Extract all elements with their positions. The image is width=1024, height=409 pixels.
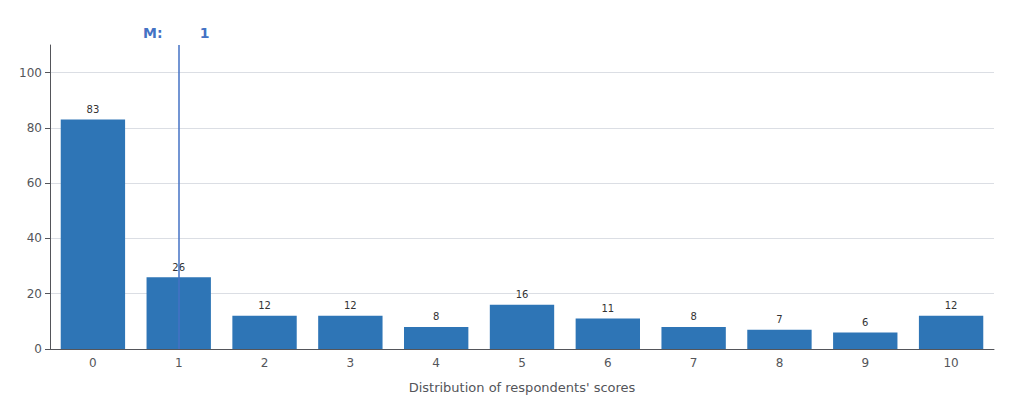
svg-text:12: 12 bbox=[344, 300, 357, 311]
svg-text:12: 12 bbox=[945, 300, 958, 311]
svg-text:3: 3 bbox=[347, 356, 355, 370]
svg-text:6: 6 bbox=[862, 317, 868, 328]
svg-text:40: 40 bbox=[27, 231, 42, 245]
svg-text:80: 80 bbox=[27, 121, 42, 135]
svg-text:0: 0 bbox=[34, 342, 42, 356]
svg-text:100: 100 bbox=[19, 66, 42, 80]
svg-text:5: 5 bbox=[518, 356, 526, 370]
svg-text:4: 4 bbox=[432, 356, 440, 370]
svg-text:M:: M: bbox=[143, 25, 163, 41]
svg-text:1: 1 bbox=[175, 356, 183, 370]
svg-text:8: 8 bbox=[433, 311, 439, 322]
svg-text:60: 60 bbox=[27, 176, 42, 190]
svg-text:8: 8 bbox=[776, 356, 784, 370]
svg-text:16: 16 bbox=[516, 289, 529, 300]
svg-text:26: 26 bbox=[172, 261, 186, 273]
svg-text:11: 11 bbox=[601, 303, 614, 314]
svg-text:1: 1 bbox=[200, 25, 210, 41]
svg-text:6: 6 bbox=[604, 356, 612, 370]
svg-text:2: 2 bbox=[261, 356, 269, 370]
svg-text:8: 8 bbox=[690, 311, 696, 322]
svg-text:0: 0 bbox=[89, 356, 97, 370]
svg-text:20: 20 bbox=[27, 287, 42, 301]
svg-text:7: 7 bbox=[690, 356, 698, 370]
svg-text:10: 10 bbox=[943, 356, 958, 370]
svg-text:Distribution of respondents' s: Distribution of respondents' scores bbox=[409, 380, 636, 395]
svg-text:83: 83 bbox=[87, 104, 100, 115]
svg-text:9: 9 bbox=[861, 356, 869, 370]
svg-text:12: 12 bbox=[258, 300, 271, 311]
svg-text:7: 7 bbox=[776, 314, 782, 325]
